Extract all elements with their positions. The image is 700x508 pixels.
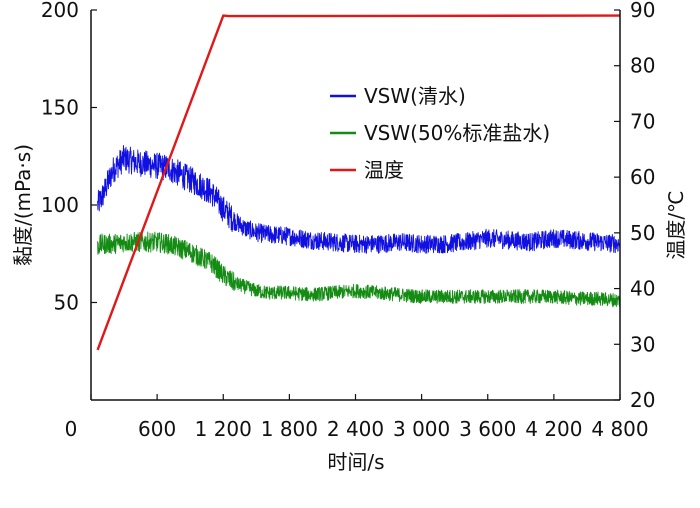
right-y-tick-label: 40 bbox=[630, 277, 655, 301]
x-tick-label: 1 200 bbox=[195, 417, 252, 441]
right-y-tick-label: 70 bbox=[630, 109, 655, 133]
series-line-0 bbox=[97, 145, 621, 254]
right-y-tick-label: 50 bbox=[630, 221, 655, 245]
legend-label-0: VSW(清水) bbox=[364, 84, 466, 108]
x-tick-label: 2 400 bbox=[327, 417, 384, 441]
x-tick-label: 3 000 bbox=[393, 417, 450, 441]
right-y-tick-label: 90 bbox=[630, 0, 655, 22]
x-axis-title: 时间/s bbox=[327, 450, 384, 474]
x-tick-label: 4 200 bbox=[525, 417, 582, 441]
right-y-axis-title: 温度/℃ bbox=[664, 190, 688, 259]
right-y-tick-label: 80 bbox=[630, 54, 655, 78]
right-y-tick-label: 30 bbox=[630, 332, 655, 356]
legend-label-2: 温度 bbox=[364, 158, 404, 182]
right-y-tick-label: 20 bbox=[630, 388, 655, 412]
x-tick-label: 600 bbox=[138, 417, 176, 441]
x-tick-label: 0 bbox=[65, 417, 78, 441]
left-y-tick-label: 50 bbox=[54, 291, 79, 315]
series-line-2 bbox=[96, 14, 621, 351]
x-tick-label: 4 800 bbox=[591, 417, 648, 441]
left-y-tick-label: 150 bbox=[41, 96, 79, 120]
x-tick-label: 1 800 bbox=[261, 417, 318, 441]
series-line-1 bbox=[97, 231, 621, 308]
left-y-tick-label: 200 bbox=[41, 0, 79, 22]
right-y-tick-label: 60 bbox=[630, 165, 655, 189]
x-tick-label: 3 600 bbox=[459, 417, 516, 441]
left-y-tick-label: 100 bbox=[41, 193, 79, 217]
legend-label-1: VSW(50%标准盐水) bbox=[364, 121, 550, 145]
left-y-axis-title: 黏度/(mPa·s) bbox=[11, 144, 35, 266]
